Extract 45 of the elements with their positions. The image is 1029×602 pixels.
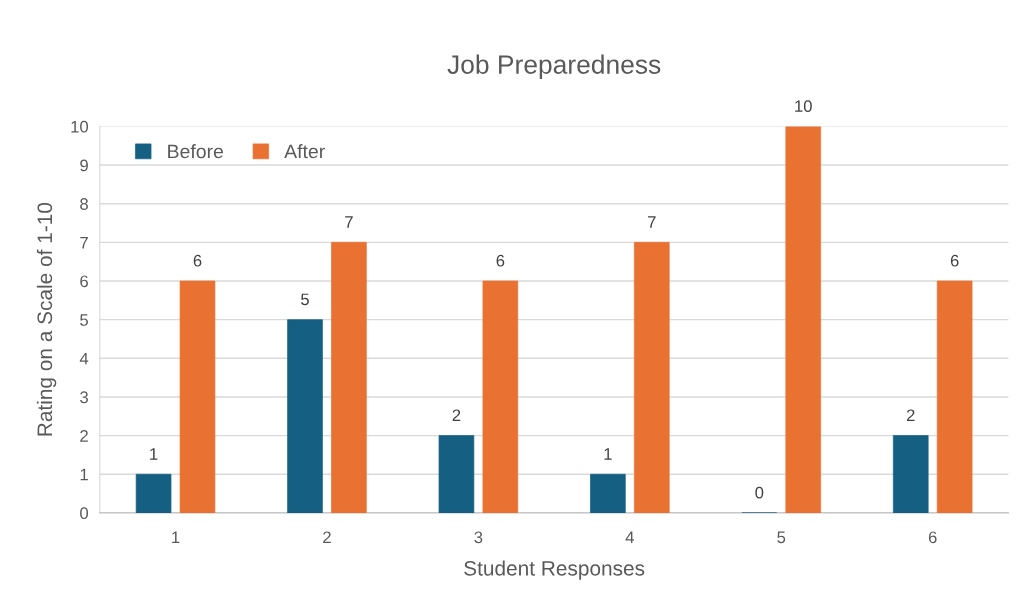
y-tick-label: 6 xyxy=(80,275,88,288)
bar xyxy=(482,280,519,513)
bar xyxy=(785,126,821,513)
data-label: 6 xyxy=(193,254,202,267)
x-tick-label: 5 xyxy=(777,531,786,544)
y-tick-label: 10 xyxy=(71,120,89,133)
x-tick-label: 3 xyxy=(474,531,483,544)
x-tick-label: 6 xyxy=(928,531,937,544)
bar xyxy=(590,473,626,513)
bar xyxy=(634,242,670,513)
bar xyxy=(287,319,323,513)
bar xyxy=(892,435,929,513)
bar xyxy=(438,435,475,513)
data-label: 7 xyxy=(648,216,656,228)
y-tick-label: 8 xyxy=(80,198,88,210)
y-tick-label: 5 xyxy=(80,314,88,326)
y-tick-label: 0 xyxy=(80,507,89,520)
legend-label: After xyxy=(284,144,325,159)
x-tick-label: 4 xyxy=(625,531,634,544)
y-tick-label: 2 xyxy=(80,430,88,442)
y-tick-label: 4 xyxy=(79,352,89,365)
data-label: 1 xyxy=(150,448,158,460)
chart-title: Job Preparedness xyxy=(447,54,661,80)
bar xyxy=(135,473,172,513)
bar xyxy=(179,280,216,513)
x-tick-label: 1 xyxy=(172,531,180,544)
data-label: 2 xyxy=(452,409,461,422)
bar xyxy=(936,280,973,513)
bar xyxy=(331,242,367,513)
data-label: 1 xyxy=(604,448,612,460)
legend-label: Before xyxy=(168,144,224,159)
x-axis-title: Student Responses xyxy=(464,560,645,580)
data-label: 5 xyxy=(301,293,309,306)
x-tick-label: 2 xyxy=(323,531,331,544)
y-tick-label: 1 xyxy=(80,468,88,481)
data-label: 2 xyxy=(906,409,915,422)
data-label: 10 xyxy=(795,100,812,113)
y-tick-label: 3 xyxy=(80,391,88,404)
y-axis-title: Rating on a Scale of 1-10 xyxy=(36,202,57,436)
y-tick-label: 9 xyxy=(80,159,88,172)
data-label: 7 xyxy=(345,216,353,228)
data-label: 6 xyxy=(496,254,505,267)
data-label: 6 xyxy=(950,254,959,267)
data-label: 0 xyxy=(755,486,764,499)
y-tick-label: 7 xyxy=(80,236,88,249)
